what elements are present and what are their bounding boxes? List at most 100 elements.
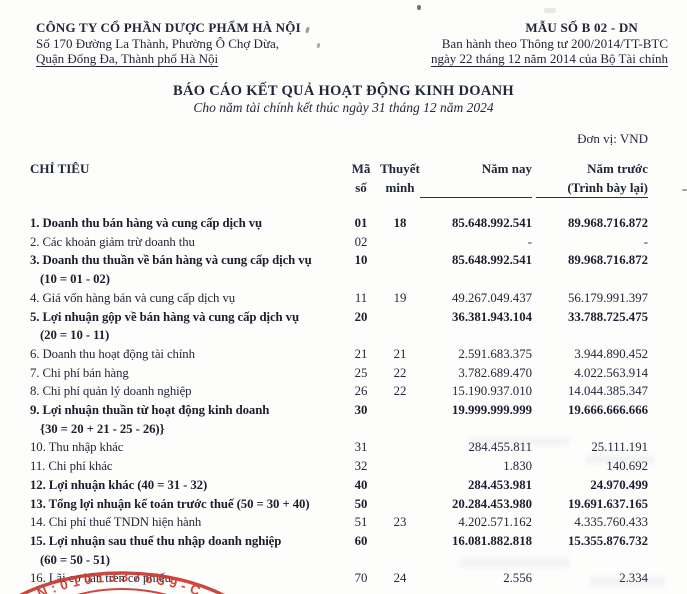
row-thuyet-minh: 24 bbox=[393, 571, 407, 586]
row-ma-so: 40 bbox=[354, 477, 368, 492]
row-ma-so: 70 bbox=[354, 571, 368, 586]
header-nam-truoc: Năm trước (Trình bày lại) bbox=[536, 160, 648, 198]
bleed-through-ghost bbox=[585, 455, 655, 464]
row-label-line1: 4. Giá vốn hàng bán và cung cấp dịch vụ bbox=[30, 290, 236, 305]
row-nam-truoc: 89.968.716.872 bbox=[568, 253, 648, 268]
row-nam-nay: 36.381.943.104 bbox=[452, 309, 532, 324]
table-row: 14. Chi phí thuế TNDN hiện hành 51 23 4.202… bbox=[30, 513, 648, 532]
row-nam-truoc: 2.334 bbox=[619, 571, 648, 586]
table-body: 1. Doanh thu bán hàng và cung cấp dịch v… bbox=[30, 214, 648, 588]
row-label: 10. Thu nhập khác bbox=[30, 438, 342, 457]
scan-noise bbox=[305, 26, 310, 34]
row-ma-so: 20 bbox=[354, 309, 368, 324]
seal-outer-ring bbox=[19, 571, 225, 594]
table-row: 11. Chi phí khác 32 1.830 140.692 bbox=[30, 457, 648, 476]
row-nam-truoc: 24.970.499 bbox=[590, 477, 648, 492]
row-ma-so: 25 bbox=[354, 365, 368, 380]
table-row: 9. Lợi nhuận thuần từ hoạt động kinh doa… bbox=[30, 401, 648, 438]
row-ma-so: 60 bbox=[354, 533, 368, 548]
company-header: CÔNG TY CỔ PHẦN DƯỢC PHẨM HÀ NỘI Số 170 … bbox=[36, 20, 301, 67]
row-label: 9. Lợi nhuận thuần từ hoạt động kinh doa… bbox=[30, 401, 342, 438]
row-ma-so: 01 bbox=[354, 216, 368, 230]
row-nam-nay: 2.556 bbox=[503, 571, 532, 586]
bleed-through-ghost bbox=[460, 558, 570, 568]
table-row: 7. Chi phí bán hàng 25 22 3.782.689.470 4.02… bbox=[30, 364, 648, 383]
row-label-line1: 6. Doanh thu hoạt động tài chính bbox=[30, 346, 195, 361]
row-nam-nay: 3.782.689.470 bbox=[458, 365, 532, 380]
scan-noise bbox=[544, 8, 556, 13]
row-nam-nay: 2.591.683.375 bbox=[458, 346, 532, 361]
table-row: 8. Chi phí quản lý doanh nghiệp 26 22 15.19… bbox=[30, 382, 648, 401]
row-label-line1: 13. Tổng lợi nhuận kế toán trước thuế (5… bbox=[30, 496, 310, 511]
row-label-line2: (20 = 10 - 11) bbox=[40, 328, 110, 343]
row-label-line2: (10 = 01 - 02) bbox=[40, 272, 110, 287]
row-ma-so: 21 bbox=[354, 346, 368, 361]
header-nam-nay: Năm nay bbox=[420, 160, 532, 198]
seal-inner-ring bbox=[76, 588, 168, 594]
row-label: 15. Lợi nhuận sau thuế thu nhập doanh ng… bbox=[30, 532, 342, 569]
company-name: CÔNG TY CỔ PHẦN DƯỢC PHẨM HÀ NỘI bbox=[36, 20, 301, 35]
row-nam-nay: 1.830 bbox=[503, 459, 532, 474]
row-label-line1: 10. Thu nhập khác bbox=[30, 440, 124, 455]
row-nam-nay: 284.453.981 bbox=[468, 477, 532, 492]
row-ma-so: 11 bbox=[354, 290, 368, 305]
table-row: 2. Các khoản giảm trừ doanh thu 02 - - bbox=[30, 233, 648, 252]
row-label: 13. Tổng lợi nhuận kế toán trước thuế (5… bbox=[30, 495, 342, 514]
row-label-line1: 1. Doanh thu bán hàng và cung cấp dịch v… bbox=[30, 216, 263, 230]
row-nam-truoc: 89.968.716.872 bbox=[568, 216, 648, 230]
row-nam-truoc: 14.044.385.347 bbox=[568, 384, 648, 399]
header-ma-so-line1: Mã bbox=[351, 161, 371, 176]
row-nam-truoc: 4.335.760.433 bbox=[574, 515, 648, 530]
row-ma-so: 32 bbox=[354, 459, 368, 474]
header-thuyet-minh-line1: Thuyết bbox=[380, 161, 420, 176]
row-nam-truoc: 15.355.876.732 bbox=[568, 533, 648, 548]
header-thuyet-minh: Thuyết minh bbox=[380, 160, 420, 198]
report-subtitle: Cho năm tài chính kết thúc ngày 31 tháng… bbox=[193, 100, 494, 115]
row-thuyet-minh: 22 bbox=[393, 384, 407, 399]
row-ma-so: 10 bbox=[354, 253, 368, 268]
row-nam-truoc: - bbox=[643, 234, 648, 249]
row-thuyet-minh: 23 bbox=[393, 515, 407, 530]
row-label-line1: 12. Lợi nhuận khác (40 = 31 - 32) bbox=[30, 477, 208, 492]
row-ma-so: 50 bbox=[354, 496, 368, 511]
form-reference: MẪU SỐ B 02 - DN Ban hành theo Thông tư … bbox=[431, 20, 668, 67]
bleed-through-ghost bbox=[470, 437, 570, 446]
header-thuyet-minh-line2: minh bbox=[385, 179, 415, 195]
row-nam-nay: 85.648.992.541 bbox=[452, 216, 532, 230]
table-row: 10. Thu nhập khác 31 284.455.811 25.111.191 bbox=[30, 438, 648, 457]
row-label: 14. Chi phí thuế TNDN hiện hành bbox=[30, 513, 342, 532]
scan-noise bbox=[682, 189, 687, 191]
report-title: BÁO CÁO KẾT QUẢ HOẠT ĐỘNG KINH DOANH bbox=[173, 83, 514, 99]
row-nam-nay: 19.999.999.999 bbox=[452, 403, 532, 418]
row-nam-truoc: 56.179.991.397 bbox=[568, 290, 648, 305]
table-row: 6. Doanh thu hoạt động tài chính 21 21 2.59… bbox=[30, 345, 648, 364]
row-label: 2. Các khoản giảm trừ doanh thu bbox=[30, 233, 342, 252]
row-label: 8. Chi phí quản lý doanh nghiệp bbox=[30, 382, 342, 401]
currency-unit-label: Đơn vị: VND bbox=[577, 131, 648, 146]
row-label: 6. Doanh thu hoạt động tài chính bbox=[30, 345, 342, 364]
row-nam-truoc: 4.022.563.914 bbox=[574, 365, 648, 380]
table-row: 13. Tổng lợi nhuận kế toán trước thuế (5… bbox=[30, 495, 648, 514]
form-issued-line1: Ban hành theo Thông tư 200/2014/TT-BTC bbox=[441, 35, 668, 51]
row-label: 1. Doanh thu bán hàng và cung cấp dịch v… bbox=[30, 214, 342, 233]
table-row: 15. Lợi nhuận sau thuế thu nhập doanh ng… bbox=[30, 532, 648, 569]
row-nam-nay: 4.202.571.162 bbox=[458, 515, 532, 530]
row-nam-nay: 20.284.453.980 bbox=[452, 496, 532, 511]
header-ma-so-line2: số bbox=[355, 179, 367, 195]
row-label-line1: 9. Lợi nhuận thuần từ hoạt động kinh doa… bbox=[30, 403, 270, 418]
header-chi-tieu: CHỈ TIÊU bbox=[30, 161, 90, 176]
row-nam-truoc: 3.944.890.452 bbox=[574, 346, 648, 361]
row-ma-so: 02 bbox=[354, 234, 368, 249]
row-label: 12. Lợi nhuận khác (40 = 31 - 32) bbox=[30, 476, 342, 495]
row-ma-so: 26 bbox=[354, 384, 368, 399]
row-label: 11. Chi phí khác bbox=[30, 457, 342, 476]
row-label: 7. Chi phí bán hàng bbox=[30, 364, 342, 383]
row-label-line2: (60 = 50 - 51) bbox=[40, 552, 110, 567]
header-ma-so: Mã số bbox=[342, 160, 380, 198]
table-row: 4. Giá vốn hàng bán và cung cấp dịch vụ 1… bbox=[30, 289, 648, 308]
row-ma-so: 30 bbox=[354, 403, 368, 418]
table-row: 3. Doanh thu thuần về bán hàng và cung c… bbox=[30, 251, 648, 288]
header-nam-truoc-line2: (Trình bày lại) bbox=[567, 179, 648, 195]
scan-noise bbox=[417, 5, 421, 10]
